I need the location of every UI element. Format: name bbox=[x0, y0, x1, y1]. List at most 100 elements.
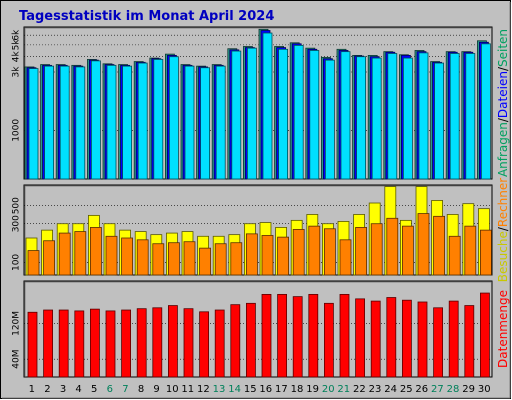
plot-area-bottom bbox=[23, 280, 493, 378]
bar-rechner-day-20 bbox=[323, 228, 336, 276]
x-tick-label: 1 bbox=[29, 384, 35, 395]
legend-entry: Rechner bbox=[496, 178, 510, 227]
bar-rechner-day-25 bbox=[401, 225, 414, 276]
x-tick-label: 14 bbox=[228, 384, 241, 395]
bar-anfragen-day-6 bbox=[106, 64, 117, 180]
bar-rechner-day-11 bbox=[183, 241, 196, 276]
bar-datenmenge-day-20 bbox=[323, 302, 334, 378]
bar-anfragen-day-19 bbox=[309, 50, 320, 180]
panel-bottom: 40M 120M bbox=[12, 280, 493, 378]
x-tick-label: 8 bbox=[138, 384, 144, 395]
x-tick-label: 15 bbox=[244, 384, 257, 395]
x-tick-label: 4 bbox=[75, 384, 81, 395]
chart-legends: Anfragen/Dateien/SeitenBesuche/RechnerDa… bbox=[496, 29, 510, 368]
y-tick-label: 100 bbox=[12, 254, 22, 271]
legend-entry: Anfragen bbox=[496, 122, 510, 177]
bar-anfragen-day-26 bbox=[418, 52, 429, 180]
y-tick-label: 40M bbox=[12, 350, 22, 369]
bar-datenmenge-day-7 bbox=[121, 309, 131, 378]
x-tick-label: 25 bbox=[400, 384, 413, 395]
x-tick-label: 7 bbox=[122, 384, 128, 395]
bar-anfragen-day-17 bbox=[278, 48, 289, 180]
bar-anfragen-day-8 bbox=[137, 62, 148, 180]
bar-rechner-day-15 bbox=[245, 233, 258, 276]
y-tick-label: 300 bbox=[12, 215, 22, 232]
bar-rechner-day-17 bbox=[277, 236, 290, 276]
x-tick-label: 11 bbox=[181, 384, 194, 395]
y-tick-label: 500 bbox=[12, 197, 22, 214]
legend-entry: Seiten bbox=[496, 29, 510, 67]
y-tick-label: 5k bbox=[12, 39, 22, 51]
x-tick-label: 24 bbox=[384, 384, 397, 395]
plot-area-top bbox=[23, 26, 493, 180]
bar-rechner-day-27 bbox=[433, 215, 446, 276]
x-axis-day-labels: 1 2 3 4 5 6 7 8 9 10 11 12 13 14 15 16 17 18 19 20 21 22 23 24 2… bbox=[29, 384, 491, 395]
bar-anfragen-day-18 bbox=[293, 45, 304, 180]
bar-datenmenge-day-17 bbox=[277, 293, 288, 378]
bar-datenmenge-day-10 bbox=[167, 305, 178, 378]
y-tick-label: 120M bbox=[12, 311, 22, 336]
legend-entry: / bbox=[496, 66, 510, 71]
bar-anfragen-day-12 bbox=[200, 67, 211, 180]
x-tick-label: 17 bbox=[275, 384, 288, 395]
bar-anfragen-day-21 bbox=[340, 51, 351, 180]
bar-datenmenge-day-2 bbox=[43, 309, 53, 378]
bar-datenmenge-day-6 bbox=[105, 310, 116, 378]
x-tick-label: 3 bbox=[60, 384, 66, 395]
bar-rechner-day-29 bbox=[464, 225, 477, 276]
bar-datenmenge-day-14 bbox=[230, 304, 241, 378]
bar-anfragen-day-3 bbox=[59, 65, 70, 180]
bar-datenmenge-day-25 bbox=[401, 299, 412, 378]
bar-datenmenge-day-29 bbox=[464, 305, 475, 378]
bar-datenmenge-day-28 bbox=[448, 300, 459, 378]
bar-anfragen-day-20 bbox=[324, 59, 335, 180]
x-tick-label: 19 bbox=[306, 384, 319, 395]
bar-datenmenge-day-19 bbox=[308, 293, 319, 378]
bar-anfragen-day-25 bbox=[402, 57, 413, 180]
bar-datenmenge-day-22 bbox=[355, 298, 366, 378]
bar-anfragen-day-16 bbox=[262, 32, 273, 180]
bar-anfragen-day-2 bbox=[44, 65, 54, 180]
x-tick-label: 30 bbox=[478, 384, 491, 395]
x-tick-label: 2 bbox=[44, 384, 50, 395]
x-tick-label: 20 bbox=[322, 384, 335, 395]
bar-rechner-day-16 bbox=[261, 235, 274, 276]
bar-rechner-day-4 bbox=[74, 231, 87, 276]
bar-rechner-day-6 bbox=[105, 235, 118, 276]
bar-rechner-day-24 bbox=[386, 217, 399, 276]
x-tick-label: 12 bbox=[197, 384, 210, 395]
y-tick-label: 6k bbox=[12, 29, 22, 41]
bar-anfragen-day-24 bbox=[387, 53, 398, 180]
bar-datenmenge-day-1 bbox=[27, 311, 38, 378]
legend-middle: Besuche/Rechner bbox=[496, 178, 510, 282]
bar-anfragen-day-11 bbox=[184, 65, 195, 180]
x-tick-label: 16 bbox=[259, 384, 272, 395]
bar-anfragen-day-1 bbox=[28, 68, 39, 180]
bar-datenmenge-day-26 bbox=[417, 301, 428, 378]
legend-top: Anfragen/Dateien/Seiten bbox=[496, 29, 510, 177]
bar-anfragen-day-23 bbox=[371, 57, 382, 180]
legend-entry: Datenmenge bbox=[496, 290, 510, 368]
y-tick-label: 3k bbox=[12, 66, 22, 78]
x-tick-label: 26 bbox=[415, 384, 428, 395]
legend-entry: Dateien bbox=[496, 71, 510, 118]
y-tick-label: 4k bbox=[12, 50, 22, 62]
bar-anfragen-day-4 bbox=[75, 66, 86, 180]
x-tick-label: 6 bbox=[107, 384, 113, 395]
bar-datenmenge-day-3 bbox=[58, 309, 69, 378]
bar-datenmenge-day-8 bbox=[136, 308, 147, 378]
bar-rechner-day-7 bbox=[121, 237, 133, 276]
bar-rechner-day-2 bbox=[43, 240, 55, 276]
bar-anfragen-day-10 bbox=[168, 56, 179, 180]
chart-title: Tagesstatistik im Monat April 2024 bbox=[19, 9, 274, 24]
bar-datenmenge-day-5 bbox=[90, 308, 100, 378]
bar-rechner-day-10 bbox=[167, 242, 180, 276]
bar-rechner-day-28 bbox=[448, 235, 461, 276]
x-tick-label: 22 bbox=[353, 384, 366, 395]
x-tick-label: 18 bbox=[291, 384, 304, 395]
bar-datenmenge-day-13 bbox=[214, 309, 225, 378]
